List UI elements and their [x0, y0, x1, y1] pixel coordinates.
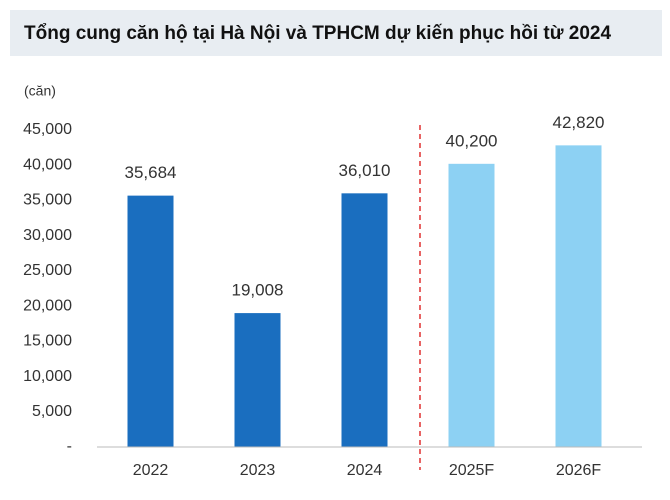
y-tick-label: 30,000 [23, 227, 72, 244]
y-tick-label: 25,000 [23, 262, 72, 279]
y-tick-label: 40,000 [23, 156, 72, 173]
y-axis-label: (căn) [24, 83, 56, 99]
value-label: 36,010 [339, 161, 391, 180]
y-tick-label: - [67, 438, 72, 455]
x-tick-label: 2026F [556, 462, 602, 479]
value-label: 42,820 [553, 113, 605, 132]
chart-title: Tổng cung căn hộ tại Hà Nội và TPHCM dự … [24, 23, 611, 44]
value-label: 40,200 [446, 131, 498, 150]
y-tick-label: 35,000 [23, 192, 72, 209]
x-tick-label: 2024 [347, 462, 383, 479]
y-tick-label: 5,000 [32, 403, 72, 420]
y-tick-label: 10,000 [23, 368, 72, 385]
value-label: 19,008 [232, 281, 284, 300]
y-tick-label: 45,000 [23, 121, 72, 138]
x-tick-label: 2022 [133, 462, 169, 479]
bar [234, 313, 281, 447]
bar [555, 145, 602, 448]
x-tick-label: 2023 [240, 462, 276, 479]
title-banner [10, 10, 662, 56]
bar [448, 163, 495, 447]
bar [341, 193, 388, 447]
value-label: 35,684 [125, 163, 177, 182]
y-tick-label: 15,000 [23, 333, 72, 350]
x-tick-label: 2025F [449, 462, 495, 479]
bar [127, 195, 174, 447]
y-tick-label: 20,000 [23, 297, 72, 314]
